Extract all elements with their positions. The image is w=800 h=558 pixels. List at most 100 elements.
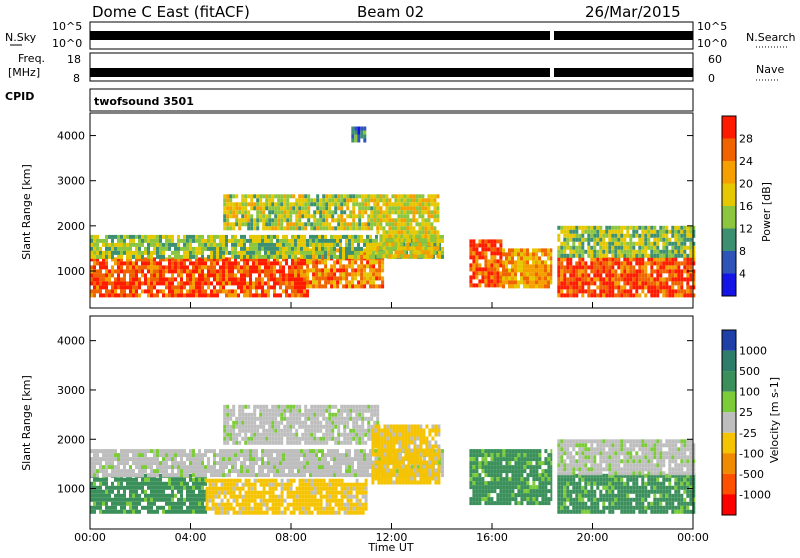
power-echo-cell	[421, 206, 424, 210]
velocity-echo-cell	[219, 453, 222, 457]
power-echo-cell	[204, 265, 207, 269]
power-echo-cell	[490, 243, 493, 247]
power-echo-cell	[289, 210, 292, 214]
velocity-echo-cell	[280, 413, 283, 417]
power-echo-cell	[102, 243, 105, 247]
power-echo-cell	[216, 255, 219, 259]
power-echo-cell	[584, 250, 587, 254]
velocity-echo-cell	[126, 457, 129, 461]
power-echo-cell	[367, 226, 370, 230]
power-echo-cell	[375, 239, 378, 243]
power-echo-cell	[424, 250, 427, 254]
power-echo-cell	[156, 261, 159, 265]
power-echo-cell	[313, 202, 316, 206]
velocity-echo-cell	[321, 461, 324, 465]
velocity-echo-cell	[304, 421, 307, 425]
power-echo-cell	[334, 194, 337, 198]
velocity-echo-cell	[351, 461, 354, 465]
power-echo-cell	[653, 285, 656, 289]
power-echo-cell	[354, 135, 357, 139]
velocity-echo-cell	[171, 490, 174, 494]
power-echo-cell	[219, 269, 222, 273]
power-echo-cell	[674, 289, 677, 293]
power-echo-cell	[126, 247, 129, 251]
velocity-echo-cell	[232, 405, 235, 409]
power-echo-cell	[162, 265, 165, 269]
power-echo-cell	[313, 222, 316, 226]
velocity-echo-cell	[189, 494, 192, 498]
power-echo-cell	[268, 194, 271, 198]
power-echo-cell	[294, 293, 297, 297]
power-echo-cell	[267, 289, 270, 293]
power-echo-cell	[433, 230, 436, 234]
power-echo-cell	[192, 285, 195, 289]
velocity-echo-cell	[254, 483, 257, 487]
velocity-echo-cell	[123, 453, 126, 457]
power-echo-cell	[572, 238, 575, 242]
velocity-echo-cell	[295, 417, 298, 421]
power-echo-cell	[180, 247, 183, 251]
velocity-echo-cell	[108, 490, 111, 494]
velocity-echo-cell	[150, 486, 153, 490]
power-echo-cell	[629, 273, 632, 277]
power-echo-cell	[99, 247, 102, 251]
velocity-echo-cell	[256, 417, 259, 421]
power-echo-cell	[259, 214, 262, 218]
power-echo-cell	[99, 293, 102, 297]
velocity-echo-cell	[99, 465, 102, 469]
velocity-echo-cell	[144, 478, 147, 482]
velocity-echo-cell	[258, 473, 261, 477]
velocity-echo-cell	[341, 503, 344, 507]
power-echo-cell	[223, 214, 226, 218]
velocity-echo-cell	[111, 453, 114, 457]
power-echo-cell	[222, 251, 225, 255]
power-echo-cell	[324, 260, 327, 264]
velocity-echo-cell	[350, 503, 353, 507]
power-echo-cell	[343, 218, 346, 222]
power-echo-cell	[490, 259, 493, 263]
power-echo-cell	[162, 277, 165, 281]
velocity-echo-cell	[256, 425, 259, 429]
power-echo-cell	[397, 234, 400, 238]
power-echo-cell	[339, 255, 342, 259]
velocity-echo-cell	[311, 499, 314, 503]
velocity-echo-cell	[192, 457, 195, 461]
power-echo-cell	[276, 261, 279, 265]
velocity-echo-cell	[153, 482, 156, 486]
power-echo-cell	[264, 273, 267, 277]
power-echo-cell	[421, 242, 424, 246]
power-echo-cell	[96, 281, 99, 285]
power-echo-cell	[611, 254, 614, 258]
power-echo-cell	[286, 202, 289, 206]
power-echo-cell	[288, 243, 291, 247]
power-echo-cell	[141, 243, 144, 247]
power-echo-cell	[138, 247, 141, 251]
power-echo-cell	[547, 264, 550, 268]
velocity-echo-cell	[286, 425, 289, 429]
power-echo-cell	[605, 234, 608, 238]
power-echo-cell	[608, 293, 611, 297]
velocity-echo-cell	[308, 479, 311, 483]
velocity-echo-cell	[336, 453, 339, 457]
velocity-echo-cell	[165, 510, 168, 514]
power-echo-cell	[677, 246, 680, 250]
power-echo-cell	[569, 246, 572, 250]
power-echo-cell	[502, 272, 505, 276]
power-echo-cell	[557, 273, 560, 277]
power-echo-cell	[614, 250, 617, 254]
power-echo-cell	[481, 243, 484, 247]
power-echo-cell	[593, 265, 596, 269]
velocity-echo-cell	[132, 486, 135, 490]
power-echo-cell	[183, 239, 186, 243]
power-echo-cell	[258, 239, 261, 243]
power-echo-cell	[261, 243, 264, 247]
power-echo-cell	[620, 285, 623, 289]
velocity-echo-cell	[180, 453, 183, 457]
power-echo-cell	[385, 214, 388, 218]
power-echo-cell	[268, 210, 271, 214]
power-echo-cell	[159, 239, 162, 243]
power-echo-cell	[222, 289, 225, 293]
power-echo-cell	[288, 251, 291, 255]
power-echo-cell	[397, 194, 400, 198]
power-echo-cell	[379, 206, 382, 210]
